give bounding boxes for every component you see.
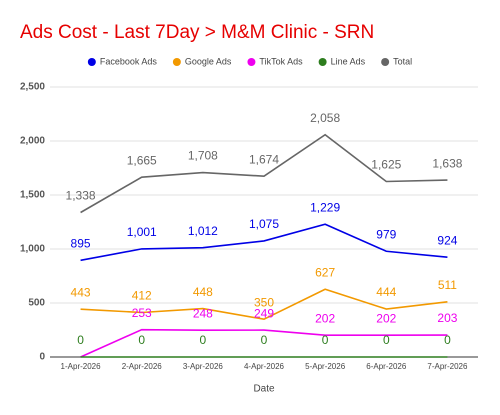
data-label: 249 — [254, 306, 274, 320]
data-label: 1,229 — [310, 200, 340, 214]
y-tick-label: 2,000 — [20, 136, 45, 147]
legend-marker — [381, 58, 390, 66]
x-tick-label: 3-Apr-2026 — [183, 362, 224, 371]
data-label: 203 — [437, 311, 457, 325]
data-label: 0 — [200, 333, 207, 347]
data-label: 924 — [437, 233, 457, 247]
data-label: 350 — [254, 295, 274, 309]
data-label: 1,665 — [127, 153, 157, 167]
x-tick-label: 7-Apr-2026 — [427, 362, 468, 371]
data-label: 1,674 — [249, 152, 279, 166]
x-tick-label: 6-Apr-2026 — [366, 362, 407, 371]
data-label: 1,338 — [66, 189, 96, 203]
y-tick-label: 2,500 — [20, 82, 45, 93]
legend-marker — [318, 58, 327, 66]
data-label: 202 — [315, 311, 335, 325]
legend-marker — [87, 58, 96, 66]
data-label: 1,625 — [371, 158, 401, 172]
legend-label: Google Ads — [185, 56, 232, 66]
data-label: 1,708 — [188, 149, 218, 163]
y-tick-label: 1,500 — [20, 190, 45, 201]
legend-item: TikTok Ads — [247, 56, 303, 66]
legend-item: Total — [381, 56, 412, 66]
data-label: 1,075 — [249, 217, 279, 231]
data-label: 443 — [71, 285, 91, 299]
y-tick-label: 1,000 — [20, 244, 45, 255]
data-label: 2,058 — [310, 111, 340, 125]
data-label: 0 — [261, 333, 268, 347]
series-line — [80, 328, 448, 358]
data-label: 1,012 — [188, 224, 218, 238]
legend-marker — [172, 58, 181, 66]
x-axis-label: Date — [253, 384, 275, 395]
data-label: 1,638 — [432, 156, 462, 170]
data-label: 0 — [383, 333, 390, 347]
data-label: 511 — [438, 278, 457, 292]
legend-label: Total — [393, 56, 412, 66]
x-tick-label: 5-Apr-2026 — [305, 362, 346, 371]
data-label: 253 — [132, 306, 152, 320]
y-tick-label: 500 — [28, 298, 45, 309]
legend-item: Facebook Ads — [87, 56, 158, 66]
data-label: 444 — [376, 285, 396, 299]
data-label: 412 — [132, 289, 152, 303]
legend-item: Google Ads — [172, 56, 232, 66]
data-label: 895 — [71, 237, 91, 251]
y-tick-label: 0 — [39, 352, 45, 363]
data-label: 0 — [138, 333, 145, 347]
legend-label: Facebook Ads — [100, 56, 158, 66]
data-label: 0 — [444, 333, 451, 347]
data-label: 979 — [376, 227, 396, 241]
series-line — [80, 288, 448, 321]
x-tick-label: 2-Apr-2026 — [122, 362, 163, 371]
data-label: 0 — [322, 333, 329, 347]
data-label: 248 — [193, 306, 213, 320]
data-label: 448 — [193, 285, 213, 299]
legend-marker — [247, 58, 256, 66]
series-line — [80, 133, 448, 214]
chart-title: Ads Cost - Last 7Day > M&M Clinic - SRN — [20, 22, 374, 43]
data-label: 627 — [315, 265, 335, 279]
x-tick-label: 1-Apr-2026 — [61, 362, 102, 371]
data-label: 1,001 — [127, 225, 157, 239]
data-label: 202 — [376, 311, 396, 325]
x-tick-label: 4-Apr-2026 — [244, 362, 285, 371]
legend-label: TikTok Ads — [259, 56, 303, 66]
series-line — [80, 223, 448, 262]
legend-item: Line Ads — [318, 56, 366, 66]
legend-label: Line Ads — [331, 56, 366, 66]
data-label: 0 — [77, 333, 84, 347]
